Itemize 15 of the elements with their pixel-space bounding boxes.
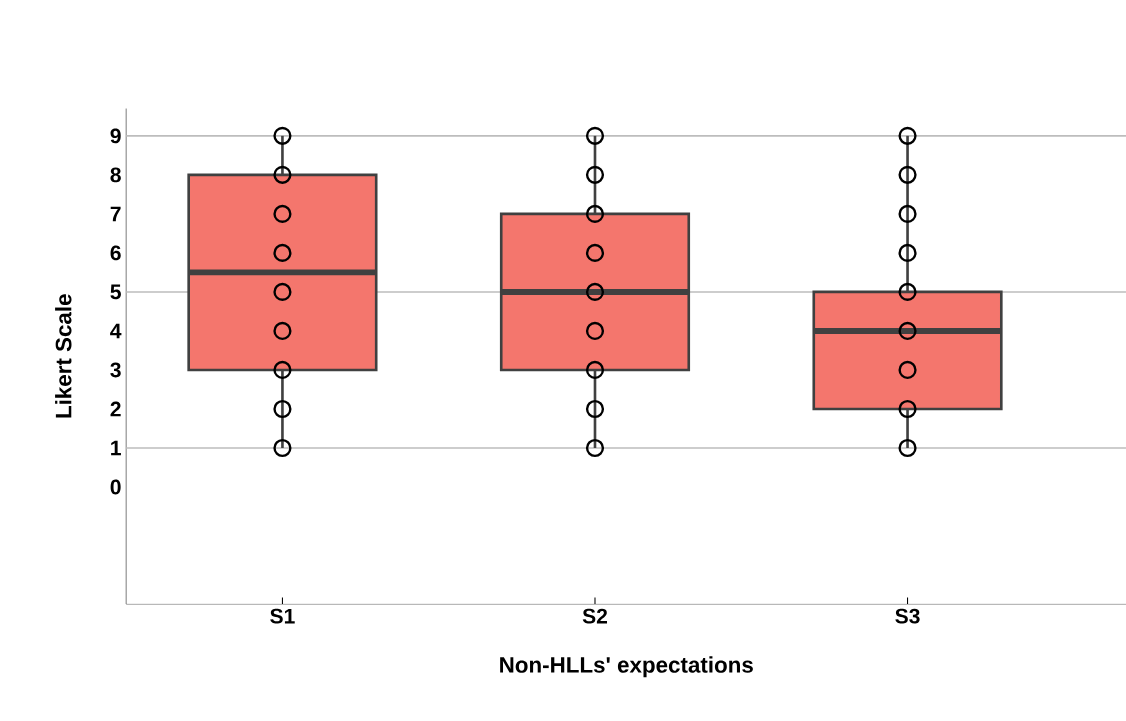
y-tick-label: 2 [110,401,121,417]
x-tick-label: S3 [895,608,920,624]
y-tick-label: 6 [110,245,121,261]
x-axis-title: Non-HLLs' expectations [500,656,753,678]
y-tick-label: 0 [110,479,121,495]
y-tick-label: 5 [110,284,121,300]
x-tick-label: S2 [582,608,608,624]
x-tick-label: S1 [270,608,295,624]
y-tick-label: 1 [111,440,121,456]
y-tick-label: 7 [110,206,121,222]
y-tick-label: 4 [110,323,122,339]
y-tick-label: 9 [110,128,121,144]
y-tick-label: 8 [110,167,121,183]
y-tick-label: 3 [110,362,121,378]
y-axis-title: Likert Scale [55,294,72,418]
